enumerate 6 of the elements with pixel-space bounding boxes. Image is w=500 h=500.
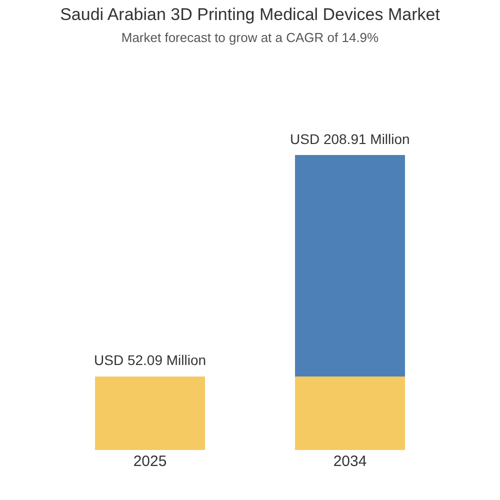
chart-subtitle: Market forecast to grow at a CAGR of 14.9% [121,30,380,46]
x-tick-label: 2025 [133,453,167,470]
total-label: USD 208.91 Million [290,131,410,147]
x-tick-label: 2034 [333,453,367,470]
data-label: USD 52.09 Million [94,352,206,368]
chart-title: Saudi Arabian 3D Printing Medical Devices Market [60,5,440,24]
